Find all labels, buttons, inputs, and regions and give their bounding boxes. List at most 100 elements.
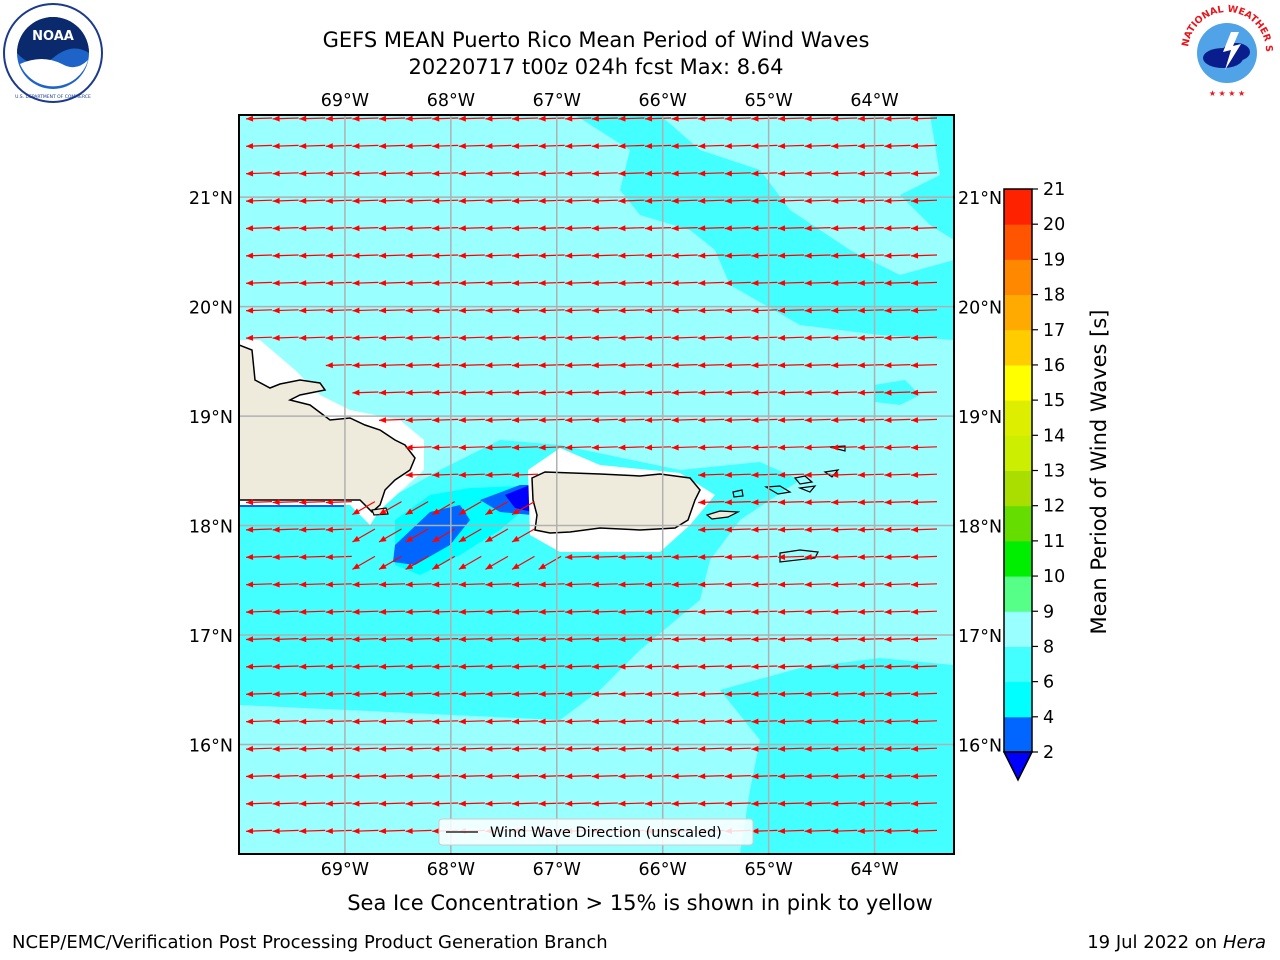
wind-wave-arrow [432,773,459,780]
wind-wave-arrow [724,280,751,287]
wind-wave-arrow [591,170,618,177]
latitude-label: 21°N [958,189,1002,209]
longitude-label: 68°W [427,91,475,111]
wind-wave-arrow [432,252,459,259]
wind-wave-arrow [565,197,592,204]
sea-ice-note: Sea Ice Concentration > 15% is shown in … [347,891,933,915]
colorbar-bin [1004,540,1032,577]
wind-wave-arrow [405,581,432,588]
wind-wave-arrow [831,417,858,424]
wind-wave-arrow [724,581,751,588]
wind-wave-arrow [644,115,672,122]
wind-wave-arrow [538,143,565,150]
wind-wave-arrow [751,197,778,204]
wind-wave-arrow [804,280,831,287]
wind-wave-arrow [565,444,592,451]
wind-wave-arrow [538,225,565,232]
wind-wave-arrow [857,499,884,506]
wind-wave-arrow [804,608,831,615]
wind-wave-arrow [432,362,459,369]
wind-wave-arrow [698,362,725,369]
wind-wave-arrow [538,608,565,615]
wind-wave-arrow [591,608,618,615]
wind-wave-arrow [378,389,406,396]
wind-wave-arrow [485,389,512,396]
wind-wave-arrow [857,280,884,287]
wind-wave-arrow [777,417,805,424]
legend-label: Wind Wave Direction (unscaled) [490,825,722,841]
wind-wave-arrow [299,554,326,561]
wind-wave-arrow [405,362,432,369]
wind-wave-arrow [831,554,858,561]
latitude-label: 20°N [958,299,1002,319]
wind-wave-arrow [831,197,858,204]
wind-wave-arrow [910,362,938,369]
wind-wave-arrow [884,280,911,287]
wind-wave-arrow [644,636,672,643]
wind-wave-arrow [804,334,831,341]
wind-wave-arrow [299,225,326,232]
wind-wave-arrow [831,334,858,341]
wind-wave-arrow [644,800,672,807]
colorbar-bin [1004,646,1032,683]
wind-wave-arrow [884,334,911,341]
wind-wave-arrow [884,499,911,506]
wind-wave-arrow [644,252,672,259]
wind-wave-arrow [591,745,618,752]
wind-wave-arrow [644,143,672,150]
wind-wave-arrow [511,718,539,725]
wind-wave-arrow [698,526,725,533]
wind-wave-arrow [352,334,379,341]
wind-wave-arrow [245,828,273,835]
wind-wave-arrow [644,417,672,424]
wind-wave-arrow [910,170,938,177]
wind-wave-arrow [831,636,858,643]
wind-wave-arrow [698,170,725,177]
wind-wave-arrow [857,828,884,835]
wind-wave-arrow [777,608,805,615]
wind-wave-arrow [432,800,459,807]
wind-wave-arrow [565,170,592,177]
wind-wave-arrow [485,252,512,259]
wind-wave-arrow [325,334,352,341]
wind-wave-arrow [432,389,459,396]
wind-wave-arrow [352,718,379,725]
wind-wave-arrow [751,143,778,150]
wind-wave-arrow [698,636,725,643]
wind-wave-arrow [777,280,805,287]
wind-wave-arrow [644,280,672,287]
wind-wave-arrow [724,800,751,807]
wind-wave-arrow [378,197,406,204]
latitude-label: 19°N [189,408,233,428]
longitude-label: 64°W [850,860,898,880]
generation-date: 19 Jul 2022 on Hera [1087,932,1266,953]
wind-wave-arrow [299,499,326,506]
wind-wave-arrow [618,608,645,615]
wind-wave-arrow [857,417,884,424]
colorbar-label: Mean Period of Wind Waves [s] [1087,310,1111,635]
wind-wave-arrow [777,334,805,341]
wind-wave-arrow [831,663,858,670]
puerto-rico-land [531,471,701,534]
wind-wave-arrow [591,307,618,314]
wind-wave-arrow [565,143,592,150]
wind-wave-arrow [751,745,778,752]
wind-wave-arrow [698,307,725,314]
wind-wave-arrow [511,389,539,396]
wind-wave-arrow [325,554,352,561]
wind-wave-arrow [777,554,805,561]
wind-wave-arrow [325,636,352,643]
wind-wave-arrow [245,143,273,150]
wind-wave-arrow [272,307,299,314]
wind-wave-arrow [698,800,725,807]
wind-wave-arrow [458,745,485,752]
wind-wave-arrow [698,444,725,451]
wind-wave-arrow [884,170,911,177]
wind-wave-arrow [432,444,459,451]
wind-wave-arrow [751,663,778,670]
wind-wave-arrow [432,663,459,670]
longitude-label: 67°W [533,91,581,111]
wind-wave-arrow [591,718,618,725]
wind-wave-arrow [857,252,884,259]
wind-wave-arrow [352,389,379,396]
